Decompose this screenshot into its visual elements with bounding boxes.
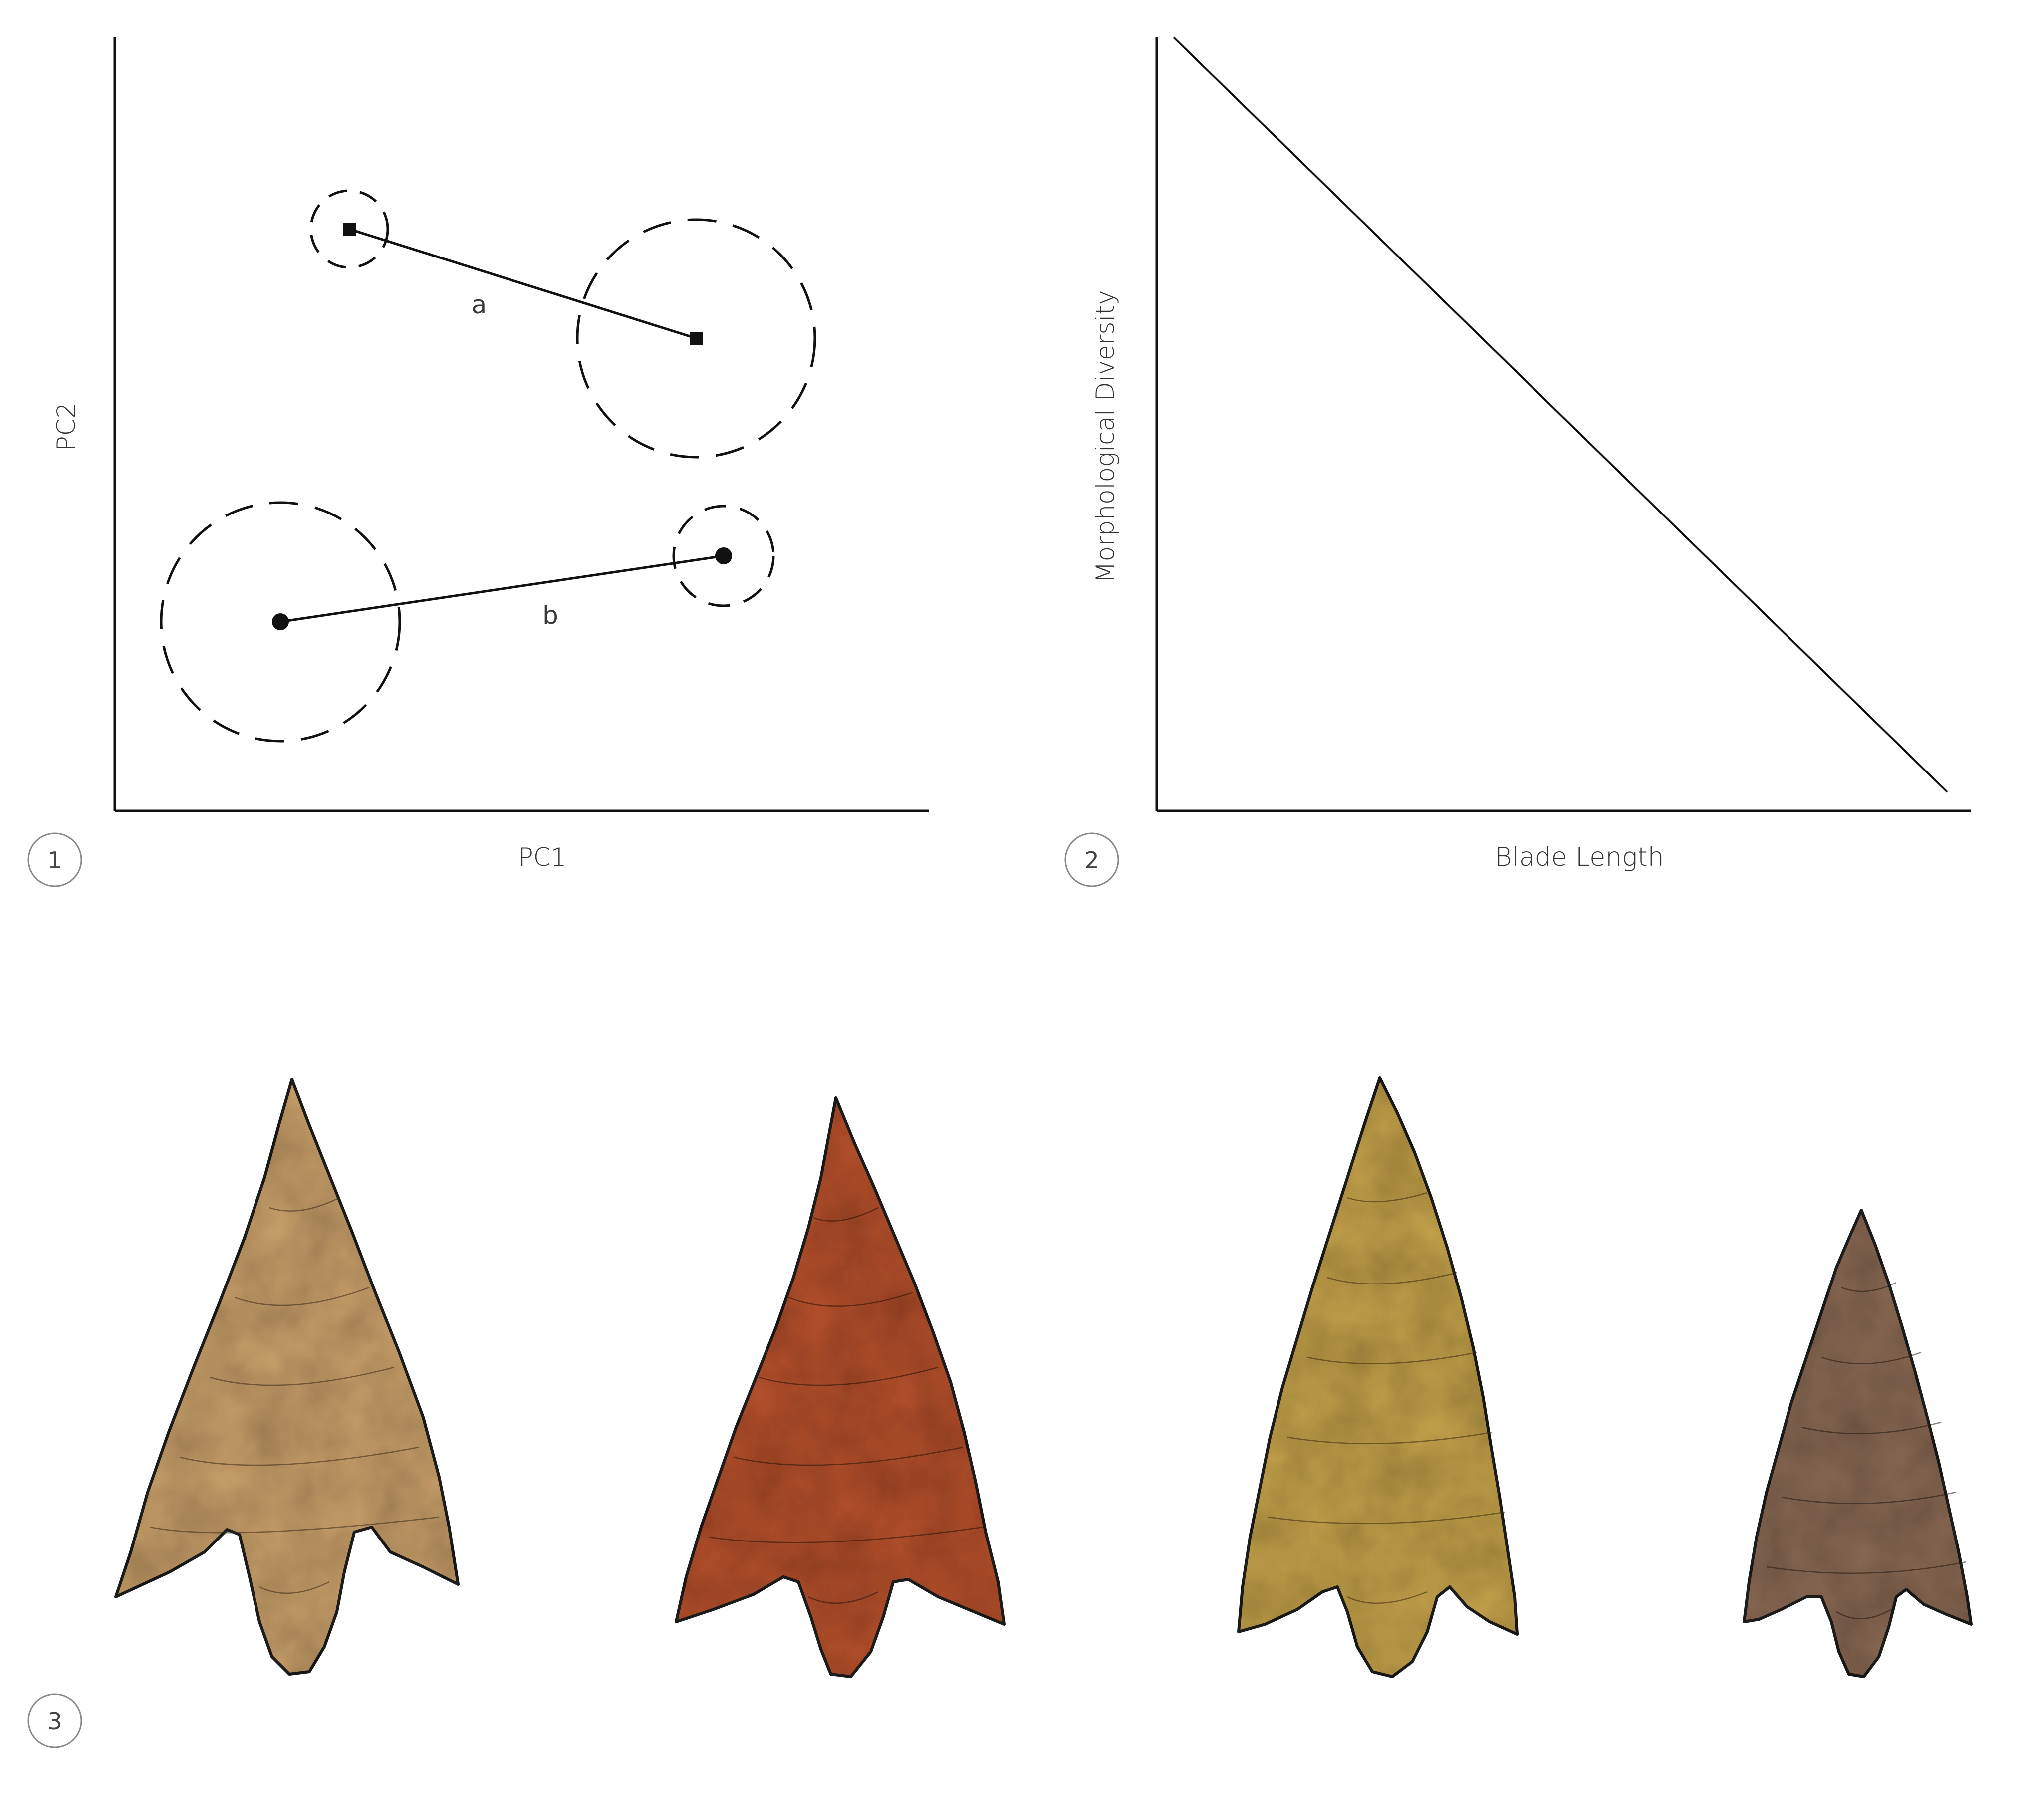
arrowhead-2-body xyxy=(675,1096,1006,1678)
arrowhead-4-body xyxy=(1743,1209,1973,1678)
p2-x-axis-title: Blade Length xyxy=(1495,842,1664,872)
panel-3: 3 xyxy=(27,1076,1973,1748)
p1-x-axis-title: PC1 xyxy=(518,843,567,872)
p1-segment-a xyxy=(349,228,697,340)
p1-circle-marker-2 xyxy=(715,547,732,564)
arrowhead-3-flake-lines xyxy=(1267,1192,1505,1604)
p2-number: 2 xyxy=(1084,847,1099,874)
p1-circle-marker-1 xyxy=(272,613,289,630)
p2-number-badge xyxy=(1064,832,1119,887)
panel-1: a b PC1 PC2 1 xyxy=(27,37,929,887)
arrowhead-3 xyxy=(1237,1076,1519,1678)
p1-segment-b xyxy=(280,554,724,623)
arrowhead-4 xyxy=(1743,1209,1973,1678)
p1-y-axis-title: PC2 xyxy=(52,403,81,451)
p1-square-marker-1 xyxy=(343,223,356,236)
p1-square-marker-2 xyxy=(690,332,703,345)
arrowhead-1-flake-lines xyxy=(149,1197,440,1594)
p1-label-b: b xyxy=(542,601,558,630)
p1-cluster-square-1 xyxy=(309,189,389,269)
p1-cluster-square-2 xyxy=(576,218,816,459)
p1-number: 1 xyxy=(47,847,62,874)
p1-cluster-circle-1 xyxy=(160,501,401,743)
p1-number-badge xyxy=(27,832,82,887)
arrowhead-1-body xyxy=(114,1078,460,1676)
arrowhead-4-flake-lines xyxy=(1766,1282,1967,1619)
p1-cluster-circle-2 xyxy=(672,505,775,607)
p1-label-a: a xyxy=(472,290,487,319)
arrowhead-1 xyxy=(114,1078,460,1676)
p2-trend-line xyxy=(1173,36,1948,793)
arrowhead-2 xyxy=(675,1096,1006,1678)
p3-number-badge xyxy=(27,1693,82,1748)
p2-y-axis-title: Morphological Diversity xyxy=(1091,290,1120,583)
panel-2: Blade Length Morphological Diversity 2 xyxy=(1064,36,1971,887)
p3-number: 3 xyxy=(47,1708,62,1735)
arrowhead-2-flake-lines xyxy=(708,1207,984,1604)
arrowhead-3-body xyxy=(1237,1076,1519,1678)
